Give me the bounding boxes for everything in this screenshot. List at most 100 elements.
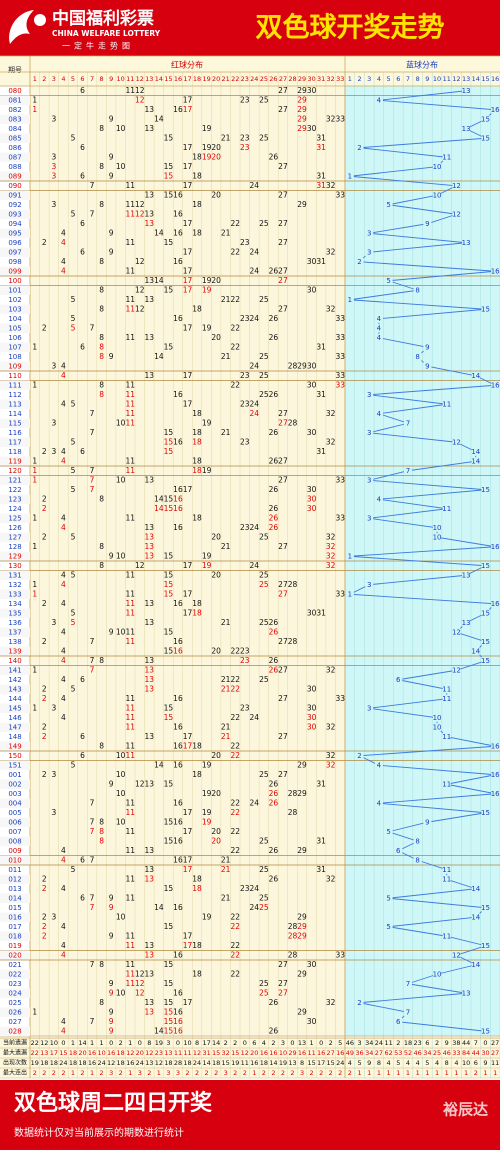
stat-value: 0 xyxy=(138,1039,142,1047)
stat-value: 14 xyxy=(269,1059,277,1067)
red-number: 9 xyxy=(109,988,114,997)
red-number: 2 xyxy=(42,504,47,513)
red-number: 23 xyxy=(240,437,250,446)
stat-value: 0 xyxy=(243,1039,247,1047)
red-number: 28 xyxy=(288,637,298,646)
row-stripe xyxy=(0,171,30,181)
red-number: 13 xyxy=(145,276,155,285)
red-number: 31 xyxy=(316,608,326,617)
red-number: 7 xyxy=(90,637,95,646)
red-number: 17 xyxy=(183,95,193,104)
red-number: 13 xyxy=(145,941,155,950)
stat-value: 2 xyxy=(61,1069,65,1077)
red-number: 11 xyxy=(125,390,135,399)
row-stripe xyxy=(0,285,30,295)
red-number: 8 xyxy=(99,333,104,342)
red-number: 18 xyxy=(192,969,202,978)
stat-value: 3 xyxy=(176,1069,180,1077)
red-number: 27 xyxy=(278,580,288,589)
red-number: 3 xyxy=(51,618,56,627)
red-number: 15 xyxy=(164,162,174,171)
row-stripe xyxy=(0,228,30,238)
stat-value: 3 xyxy=(224,1069,228,1077)
period: 084 xyxy=(8,125,22,133)
red-number: 11 xyxy=(125,798,135,807)
stat-value: 1 xyxy=(493,1069,497,1077)
stat-value: 9 xyxy=(367,1059,371,1067)
red-number: 13 xyxy=(145,599,155,608)
red-number: 26 xyxy=(269,627,279,636)
blue-col-label: 10 xyxy=(433,75,441,83)
blue-col-label: 3 xyxy=(367,75,371,83)
red-number: 15 xyxy=(164,171,174,180)
red-number: 27 xyxy=(278,105,288,114)
row-stripe xyxy=(0,703,30,713)
red-number: 27 xyxy=(278,409,288,418)
red-number: 20 xyxy=(211,751,221,760)
red-number: 10 xyxy=(116,789,126,798)
blue-number-bg xyxy=(452,666,461,675)
red-col-label: 33 xyxy=(336,75,344,83)
red-number: 20 xyxy=(211,276,221,285)
stat-value: 16 xyxy=(88,1059,96,1067)
period: 124 xyxy=(8,505,22,513)
red-number: 17 xyxy=(183,931,193,940)
stat-value: 46 xyxy=(443,1049,451,1057)
blue-number-bg xyxy=(442,685,451,694)
blue-number: 15 xyxy=(481,115,490,123)
stat-value: 4 xyxy=(454,1059,458,1067)
logo-icon xyxy=(9,10,46,44)
stat-value: 15 xyxy=(212,1049,220,1057)
stat-value: 2 xyxy=(119,1039,123,1047)
stat-value: 30 xyxy=(481,1049,489,1057)
red-number: 33 xyxy=(335,114,345,123)
red-number: 2 xyxy=(42,770,47,779)
blue-number-bg xyxy=(423,818,432,827)
blue-number: 16 xyxy=(491,600,500,608)
blue-col-label: 9 xyxy=(425,75,429,83)
red-number: 24 xyxy=(250,247,260,256)
red-number: 25 xyxy=(259,893,269,902)
blue-number-bg xyxy=(374,314,383,323)
blue-number: 9 xyxy=(425,818,429,826)
red-number: 32 xyxy=(326,722,336,731)
row-stripe xyxy=(0,380,30,390)
red-number: 8 xyxy=(99,162,104,171)
red-number: 27 xyxy=(278,190,288,199)
red-number: 25 xyxy=(259,390,269,399)
red-number: 26 xyxy=(269,504,279,513)
blue-number: 2 xyxy=(357,258,361,266)
period: 114 xyxy=(8,410,22,418)
stat-value: 2 xyxy=(329,1069,333,1077)
red-number: 7 xyxy=(90,323,95,332)
stat-value: 18 xyxy=(117,1059,125,1067)
blue-number-bg xyxy=(413,286,422,295)
period: 096 xyxy=(8,239,22,247)
blue-col-label: 2 xyxy=(357,75,361,83)
red-number: 15 xyxy=(164,979,174,988)
blue-number-bg xyxy=(355,143,364,152)
stat-value: 2 xyxy=(290,1069,294,1077)
red-number: 18 xyxy=(192,152,202,161)
stat-value: 22 xyxy=(31,1039,39,1047)
blue-number-bg xyxy=(365,248,374,257)
blue-number: 15 xyxy=(481,657,490,665)
red-number: 9 xyxy=(109,1017,114,1026)
red-number: 6 xyxy=(80,342,85,351)
red-col-label: 28 xyxy=(288,75,296,83)
red-number: 13 xyxy=(145,219,155,228)
red-number: 10 xyxy=(116,988,126,997)
red-number: 4 xyxy=(61,371,66,380)
stat-value: 2 xyxy=(214,1069,218,1077)
red-number: 16 xyxy=(173,190,183,199)
red-number: 17 xyxy=(183,323,193,332)
red-number: 29 xyxy=(297,361,307,370)
blue-number-bg xyxy=(433,723,442,732)
row-stripe xyxy=(0,418,30,428)
row-stripe xyxy=(0,266,30,276)
red-number: 20 xyxy=(211,190,221,199)
stat-value: 2 xyxy=(310,1069,314,1077)
red-number: 26 xyxy=(269,314,279,323)
red-number: 25 xyxy=(259,675,269,684)
red-number: 27 xyxy=(278,694,288,703)
